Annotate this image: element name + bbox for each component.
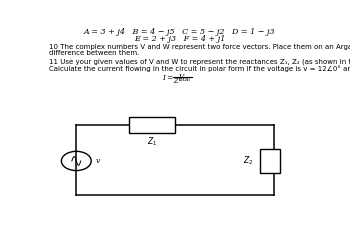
Text: difference between them.: difference between them. [49,50,140,56]
Bar [260,149,280,173]
Text: Z: Z [173,77,178,85]
Text: $Z_2$: $Z_2$ [243,155,253,167]
Text: Total: Total [177,77,190,82]
Text: I =: I = [162,74,173,81]
Text: $Z_1$: $Z_1$ [147,135,158,148]
Text: E = 2 + j3   F = 4 + j1: E = 2 + j3 F = 4 + j1 [134,35,225,43]
Text: Calculate the current flowing in the circuit in polar form if the voltage is v =: Calculate the current flowing in the cir… [49,65,350,72]
Text: 11 Use your given values of V and W to represent the reactances Z₁, Z₂ (as shown: 11 Use your given values of V and W to r… [49,59,350,65]
Text: v: v [96,157,100,165]
Bar [129,117,175,133]
Text: 10 The complex numbers V and W represent two force vectors. Place them on an Arg: 10 The complex numbers V and W represent… [49,44,350,50]
Text: V: V [179,73,184,81]
Text: A = 3 + j4   B = 4 − j5   C = 5 − j2   D = 1 − j3: A = 3 + j4 B = 4 − j5 C = 5 − j2 D = 1 −… [84,28,275,36]
